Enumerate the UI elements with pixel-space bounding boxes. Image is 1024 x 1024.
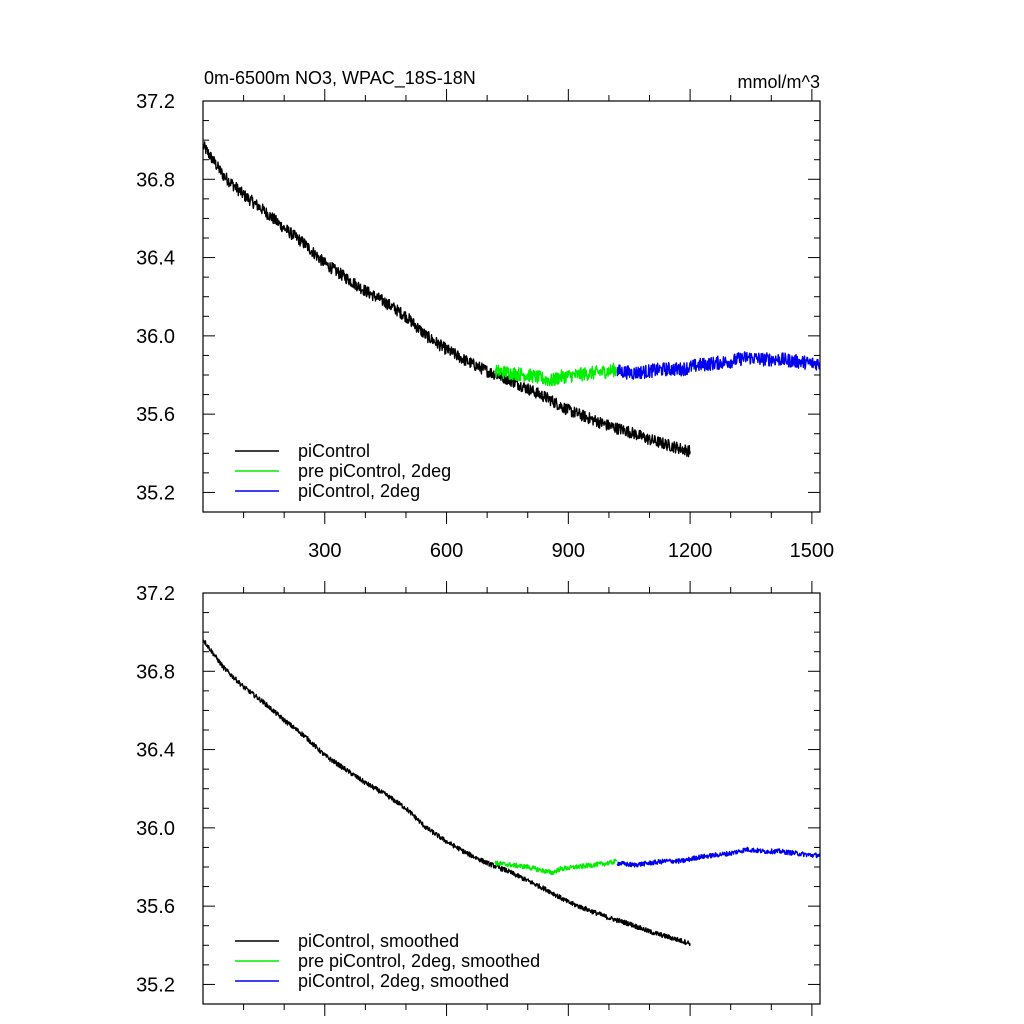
legend-label-pre-picontrol-2deg-smoothed: pre piControl, 2deg, smoothed [298,951,540,971]
y-tick-label: 36.0 [136,326,175,348]
bottom-plot-frame [202,592,821,1005]
top-title-left: 0m-6500m NO3, WPAC_18S-18N [204,68,476,89]
y-tick-label: 36.0 [136,818,175,840]
series-line-picontrol-2deg-smoothed [616,846,821,868]
top-y-tick-labels: 35.2 35.6 36.0 36.4 36.8 37.2 [136,91,175,504]
x-tick-label: 1200 [668,540,713,562]
legend-label-picontrol-2deg-smoothed: piControl, 2deg, smoothed [298,971,509,991]
top-x-tick-labels: 300 600 900 1200 1500 [308,540,834,562]
x-tick-label: 600 [430,540,463,562]
series-line-pre-picontrol-2deg [494,362,618,387]
series-line-picontrol [202,141,691,458]
x-tick-label: 300 [308,540,341,562]
legend-label-picontrol-smoothed: piControl, smoothed [298,931,459,951]
x-tick-label: 900 [552,540,585,562]
y-tick-label: 37.2 [136,583,175,605]
bottom-plot-series [202,639,821,947]
top-title-units: mmol/m^3 [738,72,820,92]
y-tick-label: 35.2 [136,482,175,504]
y-tick-label: 35.6 [136,404,175,426]
top-plot-series [202,141,821,458]
y-tick-label: 37.2 [136,91,175,113]
series-line-picontrol-2deg [616,351,821,380]
y-tick-label: 35.2 [136,974,175,996]
top-panel: 0m-6500m NO3, WPAC_18S-18N mmol/m^3 35.2… [136,68,834,562]
y-tick-label: 36.8 [136,169,175,191]
bottom-legend: piControl, smoothed pre piControl, 2deg,… [235,931,540,991]
series-line-pre-picontrol-2deg-smoothed [494,858,618,876]
y-tick-label: 36.4 [136,740,175,762]
top-legend: piControl pre piControl, 2deg piControl,… [235,441,451,501]
legend-label-picontrol: piControl [298,441,370,461]
y-tick-label: 35.6 [136,896,175,918]
y-tick-label: 36.4 [136,248,175,270]
top-axis-ticks [203,89,820,524]
series-line-picontrol-smoothed [202,639,691,947]
x-tick-label: 1500 [790,540,835,562]
bottom-y-tick-labels: 35.2 35.6 36.0 36.4 36.8 37.2 [136,583,175,996]
bottom-panel: 35.2 35.6 36.0 36.4 36.8 37.2 piControl, smoo… [136,581,821,1016]
y-tick-label: 36.8 [136,661,175,683]
legend-label-picontrol-2deg: piControl, 2deg [298,481,420,501]
top-plot-frame [202,100,821,513]
bottom-axis-ticks [203,581,820,1016]
legend-label-pre-picontrol-2deg: pre piControl, 2deg [298,461,451,481]
